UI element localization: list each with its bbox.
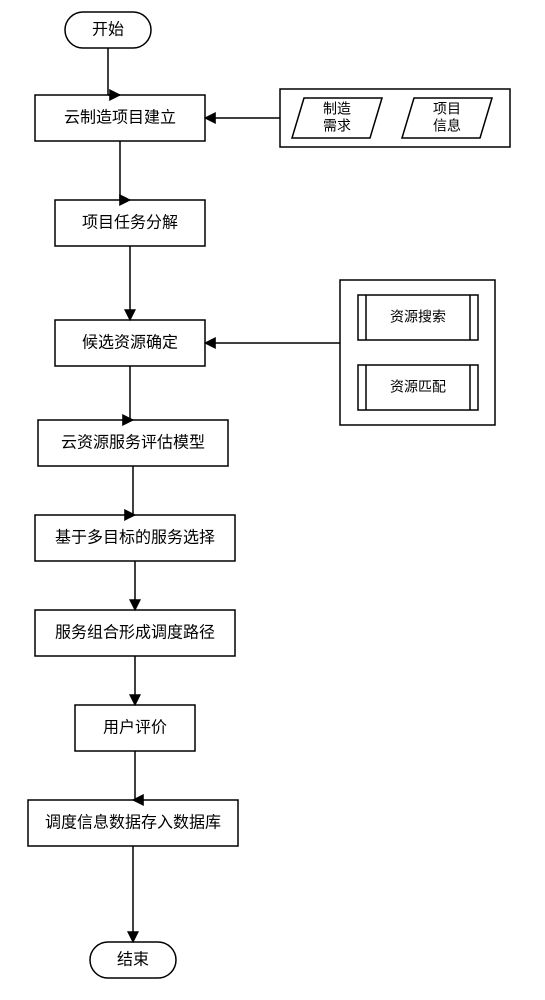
process-p5-label: 基于多目标的服务选择 (55, 529, 215, 547)
resource-box-0-label: 资源搜索 (390, 309, 446, 326)
process-p2-label: 项目任务分解 (82, 214, 178, 232)
input-para-0-l2: 需求 (323, 119, 351, 135)
process-p3-label: 候选资源确定 (82, 334, 178, 352)
input-para-0-l1: 制造 (323, 102, 351, 118)
process-p6-label: 服务组合形成调度路径 (55, 624, 215, 642)
process-p7-label: 用户评价 (103, 719, 167, 737)
input-para-1-l2: 信息 (433, 118, 461, 135)
resource-box-1-label: 资源匹配 (390, 380, 446, 396)
terminator-start-label: 开始 (92, 21, 124, 39)
process-p8-label: 调度信息数据存入数据库 (45, 814, 221, 832)
process-p1-label: 云制造项目建立 (64, 109, 176, 127)
input-para-1-l1: 项目 (433, 103, 461, 118)
process-p4-label: 云资源服务评估模型 (61, 434, 205, 452)
terminator-end-label: 结束 (117, 951, 149, 969)
